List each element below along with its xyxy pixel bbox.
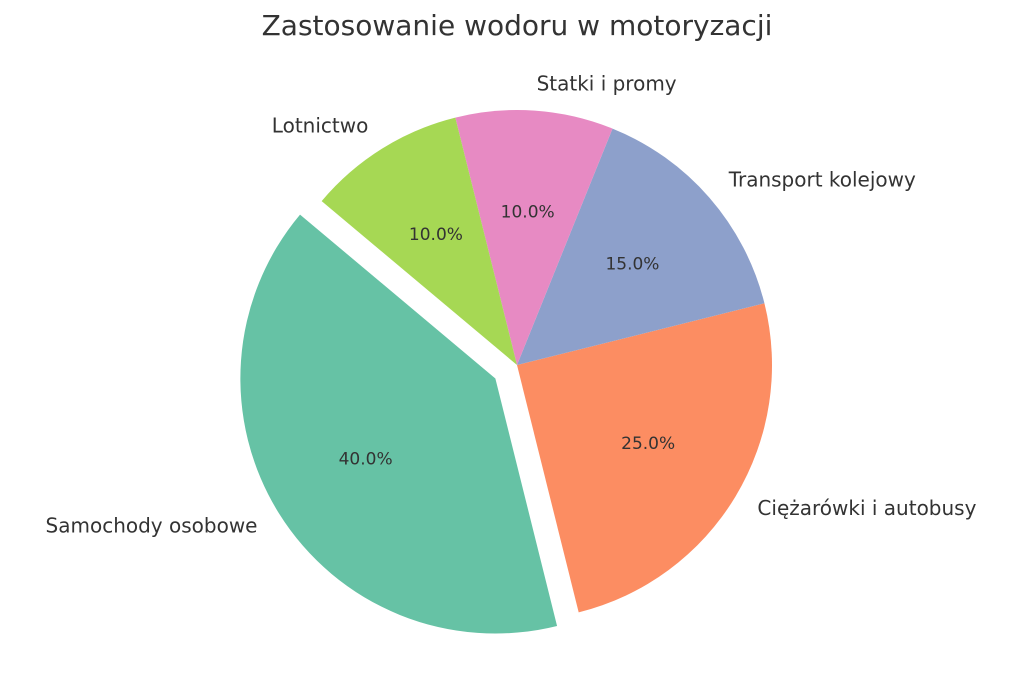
slice-label: Transport kolejowy	[728, 167, 916, 191]
pie-slice	[321, 117, 517, 366]
slice-label: Lotnictwo	[272, 114, 369, 138]
pie-slice	[517, 303, 772, 613]
pie-slice	[455, 110, 613, 365]
slice-label: Ciężarówki i autobusy	[757, 496, 976, 520]
pie-slice	[517, 128, 765, 365]
value-label: 25.0%	[621, 434, 675, 454]
pie-slice	[240, 214, 558, 634]
chart-title: Zastosowanie wodoru w motoryzacji	[262, 9, 773, 42]
value-label: 10.0%	[501, 202, 555, 222]
value-label: 10.0%	[409, 225, 463, 245]
slice-label: Statki i promy	[537, 72, 677, 96]
value-label: 15.0%	[605, 255, 659, 275]
slice-label: Samochody osobowe	[46, 514, 258, 538]
value-label: 40.0%	[339, 450, 393, 470]
